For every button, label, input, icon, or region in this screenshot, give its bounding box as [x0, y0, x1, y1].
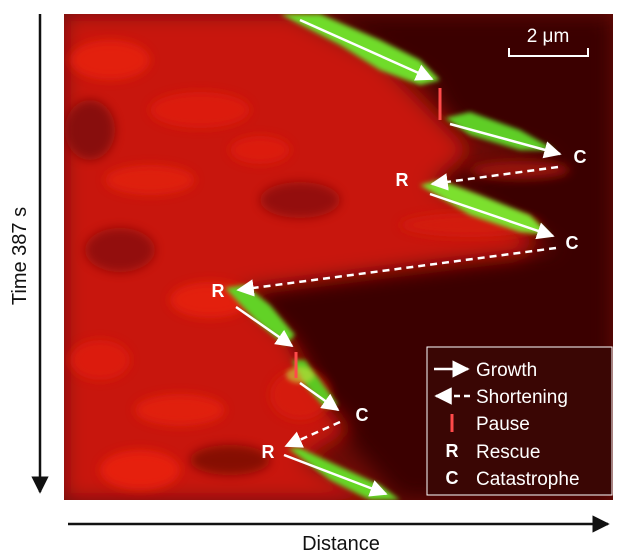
- shortening-arrow: [284, 420, 341, 448]
- growth-arrow: [449, 122, 562, 159]
- legend-catastrophe-key: C: [446, 468, 459, 488]
- catastrophe-label: C: [566, 233, 579, 253]
- legend: Growth Shortening Pause R Rescue C Catas…: [426, 346, 613, 496]
- growth-arrow: [299, 18, 434, 81]
- growth-arrow: [283, 453, 388, 497]
- growth-arrow: [299, 381, 340, 412]
- legend-shortening-label: Shortening: [476, 387, 568, 408]
- event-labels: C R C R C R: [212, 147, 587, 462]
- rescue-label: R: [396, 170, 409, 190]
- catastrophe-label: C: [574, 147, 587, 167]
- catastrophe-label: C: [356, 405, 369, 425]
- pause-marks: [294, 88, 442, 378]
- growth-arrow: [235, 305, 294, 348]
- rescue-label: R: [212, 281, 225, 301]
- shortening-arrows: [236, 165, 559, 448]
- legend-growth-label: Growth: [476, 360, 537, 381]
- scale-bar-label: 2 μm: [527, 26, 570, 47]
- rescue-label: R: [262, 442, 275, 462]
- distance-axis: Distance: [68, 515, 610, 553]
- legend-rescue-key: R: [446, 441, 459, 461]
- shortening-arrow: [430, 165, 559, 191]
- legend-rescue-label: Rescue: [476, 442, 540, 463]
- legend-catastrophe-label: Catastrophe: [476, 469, 580, 490]
- distance-axis-label: Distance: [302, 533, 380, 553]
- red-signal-region: [64, 14, 540, 500]
- scale-bar: 2 μm: [508, 26, 589, 57]
- growth-arrows: [235, 18, 562, 497]
- legend-pause-label: Pause: [476, 414, 530, 435]
- time-axis: Time 387 s: [9, 14, 49, 494]
- shortening-arrow: [236, 246, 557, 297]
- time-axis-label: Time 387 s: [9, 207, 31, 305]
- growth-arrow: [429, 192, 555, 240]
